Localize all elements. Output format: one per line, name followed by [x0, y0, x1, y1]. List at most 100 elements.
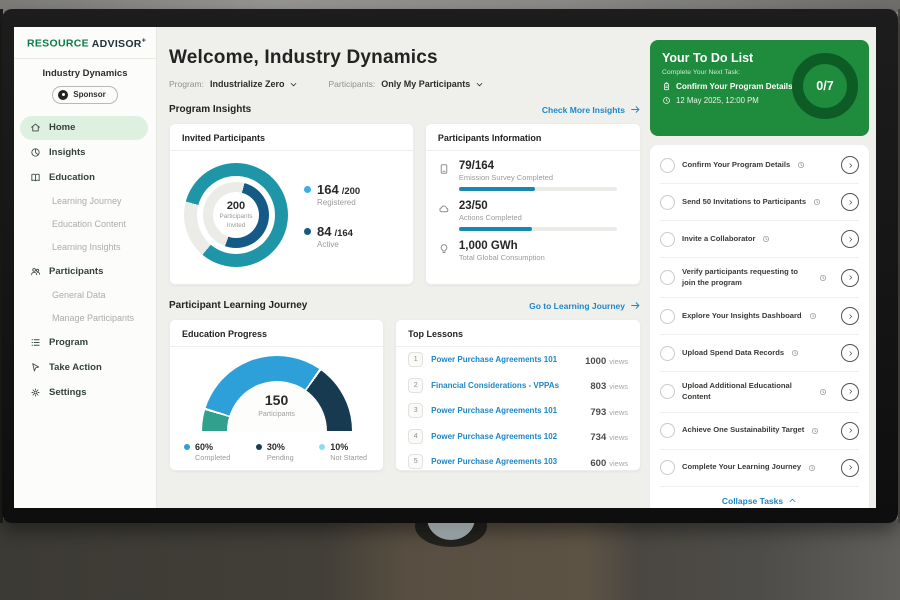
page-title: Welcome, Industry Dynamics — [169, 47, 641, 69]
program-filter[interactable]: Program: Industrialize Zero — [169, 79, 298, 89]
top-lessons-card: Top Lessons 1Power Purchase Agreements 1… — [395, 319, 641, 471]
gauge-center-value: 150 — [202, 392, 352, 408]
todo-task-row-upload-spend-data-records: Upload Spend Data Records — [660, 335, 859, 372]
donut-legend: 164/200Registered84/164Active — [304, 182, 360, 249]
lesson-title-link[interactable]: Financial Considerations - VPPAs — [431, 381, 582, 390]
lesson-title-link[interactable]: Power Purchase Agreements 101 — [431, 406, 582, 415]
clock-icon — [811, 427, 819, 435]
monitor-frame: RESOURCE ADVISOR+ Industry Dynamics Spon… — [2, 9, 898, 523]
lesson-views: 793views — [590, 402, 628, 420]
chevron-right-icon — [847, 388, 854, 395]
sidebar-item-education-content[interactable]: Education Content — [14, 213, 156, 236]
lesson-rank-badge: 1 — [408, 352, 423, 367]
legend-label: Registered — [317, 198, 360, 207]
lesson-views-suffix: views — [609, 357, 628, 366]
gauge-legend: 60%Completed30%Pending10%Not Started — [170, 432, 383, 462]
todo-task-row-confirm-your-program-details: Confirm Your Program Details — [660, 147, 859, 184]
task-go-button[interactable] — [841, 459, 859, 477]
sidebar-item-home[interactable]: Home — [20, 116, 148, 140]
todo-task-row-send-50-invitations-to-participants: Send 50 Invitations to Participants — [660, 184, 859, 221]
clock-icon — [662, 96, 671, 105]
task-checkbox[interactable] — [660, 384, 675, 399]
lesson-title-link[interactable]: Power Purchase Agreements 102 — [431, 432, 582, 441]
task-go-button[interactable] — [841, 230, 859, 248]
sponsor-badge[interactable]: Sponsor — [52, 86, 117, 104]
gauge-legend-item-completed: 60%Completed — [184, 442, 230, 462]
task-go-button[interactable] — [841, 344, 859, 362]
legend-total: /164 — [334, 228, 353, 239]
sidebar-item-general-data[interactable]: General Data — [14, 284, 156, 307]
sponsor-badge-icon — [58, 90, 68, 100]
clock-icon — [819, 388, 827, 396]
program-icon — [30, 337, 41, 348]
task-checkbox[interactable] — [660, 423, 675, 438]
task-checkbox[interactable] — [660, 158, 675, 173]
clock-icon — [809, 312, 817, 320]
task-go-button[interactable] — [841, 383, 859, 401]
clock-icon — [813, 198, 821, 206]
todo-summary-card: Your To Do List Complete Your Next Task:… — [650, 40, 869, 136]
participants-info-row-total-global-consumption: 1,000 GWhTotal Global Consumption — [438, 240, 628, 262]
task-checkbox[interactable] — [660, 195, 675, 210]
task-go-button[interactable] — [841, 156, 859, 174]
logo-divider — [14, 58, 156, 59]
todo-task-row-invite-a-collaborator: Invite a Collaborator — [660, 221, 859, 258]
learning-journey-header: Participant Learning Journey Go to Learn… — [169, 300, 641, 311]
logo-resource: RESOURCE — [27, 38, 89, 50]
progress-bar-track — [459, 227, 617, 231]
go-to-learning-journey-link[interactable]: Go to Learning Journey — [529, 300, 641, 311]
todo-next-task-label: Confirm Your Program Details — [676, 82, 793, 91]
sidebar-item-education[interactable]: Education — [14, 165, 156, 190]
lesson-title-link[interactable]: Power Purchase Agreements 103 — [431, 457, 582, 466]
participants-filter[interactable]: Participants: Only My Participants — [328, 79, 484, 89]
legend-dot — [304, 186, 311, 193]
lesson-title-link[interactable]: Power Purchase Agreements 101 — [431, 355, 577, 364]
check-more-insights-link[interactable]: Check More Insights — [542, 104, 641, 115]
sidebar-item-learning-insights[interactable]: Learning Insights — [14, 236, 156, 259]
todo-due-label: 12 May 2025, 12:00 PM — [676, 96, 759, 105]
section-title: Program Insights — [169, 104, 251, 115]
task-label: Achieve One Sustainability Target — [682, 425, 804, 436]
survey-icon — [438, 163, 450, 175]
sidebar-item-label: Education Content — [52, 219, 126, 229]
sidebar-item-manage-participants[interactable]: Manage Participants — [14, 307, 156, 330]
lesson-row: 1Power Purchase Agreements 1011000views — [396, 347, 640, 373]
sidebar-item-program[interactable]: Program — [14, 330, 156, 355]
stat-label: Total Global Consumption — [459, 253, 545, 262]
chevron-right-icon — [847, 427, 854, 434]
task-label: Upload Spend Data Records — [682, 348, 784, 359]
chevron-up-icon — [788, 496, 797, 505]
legend-percent: 60% — [195, 442, 213, 452]
task-checkbox[interactable] — [660, 460, 675, 475]
participants-filter-label: Participants: — [328, 79, 375, 89]
task-go-button[interactable] — [841, 269, 859, 287]
clipboard-icon — [662, 82, 671, 91]
clock-icon — [762, 235, 770, 243]
clock-icon — [791, 349, 799, 357]
lesson-rank-badge: 4 — [408, 429, 423, 444]
stat-label: Actions Completed — [459, 213, 617, 222]
task-go-button[interactable] — [841, 422, 859, 440]
sidebar-item-learning-journey[interactable]: Learning Journey — [14, 190, 156, 213]
task-checkbox[interactable] — [660, 309, 675, 324]
home-icon — [30, 122, 41, 133]
sidebar-item-insights[interactable]: Insights — [14, 140, 156, 165]
sidebar-item-take-action[interactable]: Take Action — [14, 355, 156, 380]
sidebar-item-settings[interactable]: Settings — [14, 380, 156, 405]
task-go-button[interactable] — [841, 307, 859, 325]
sidebar-item-participants[interactable]: Participants — [14, 259, 156, 284]
sidebar-item-label: Take Action — [49, 362, 102, 373]
gauge-legend-item-not-started: 10%Not Started — [319, 442, 367, 462]
lesson-rank-badge: 5 — [408, 454, 423, 469]
task-checkbox[interactable] — [660, 346, 675, 361]
chevron-right-icon — [847, 274, 854, 281]
task-checkbox[interactable] — [660, 232, 675, 247]
collapse-tasks-link[interactable]: Collapse Tasks — [660, 487, 859, 509]
legend-percent: 10% — [330, 442, 348, 452]
task-go-button[interactable] — [841, 193, 859, 211]
task-label: Complete Your Learning Journey — [682, 462, 801, 473]
program-insights-header: Program Insights Check More Insights — [169, 104, 641, 115]
chevron-right-icon — [847, 199, 854, 206]
task-checkbox[interactable] — [660, 270, 675, 285]
legend-label: Not Started — [330, 453, 367, 462]
